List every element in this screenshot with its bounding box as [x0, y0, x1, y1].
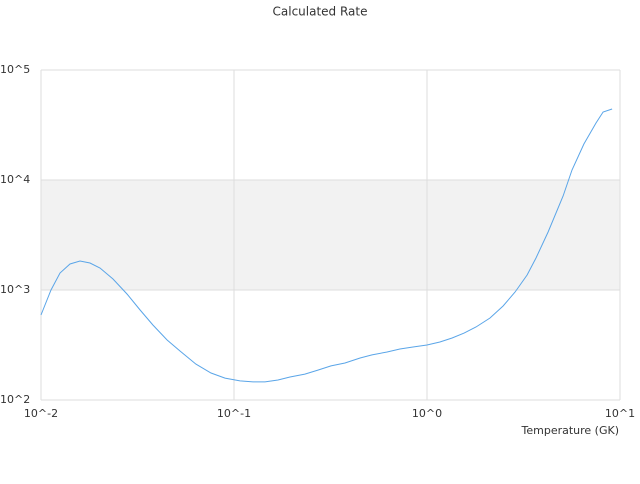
y-tick-label: 10^5 [0, 63, 30, 76]
x-tick-label: 10^-1 [217, 407, 251, 420]
line-series [40, 108, 613, 383]
x-tick-label: 10^0 [412, 407, 442, 420]
grid-band [41, 180, 620, 290]
x-tick-label: 10^1 [605, 407, 635, 420]
chart-title: Calculated Rate [273, 5, 368, 19]
y-tick-label: 10^3 [0, 283, 30, 296]
y-tick-label: 10^4 [0, 173, 30, 186]
x-tick-label: 10^-2 [24, 407, 58, 420]
x-axis-label: Temperature (GK) [521, 424, 620, 437]
y-tick-label: 10^2 [0, 393, 30, 406]
